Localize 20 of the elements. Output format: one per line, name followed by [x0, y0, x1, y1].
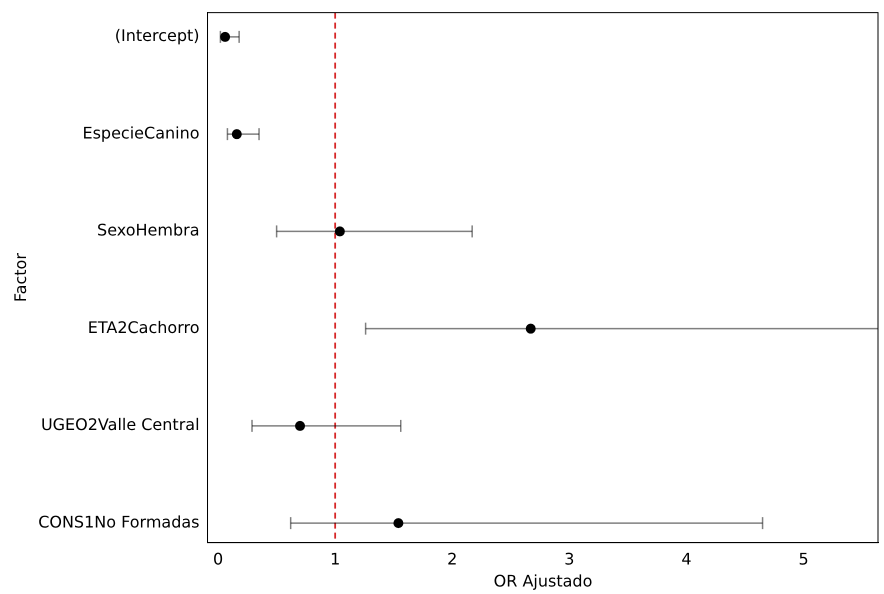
- point: [334, 226, 345, 236]
- point: [295, 420, 306, 431]
- x-tick-label: 1: [330, 549, 340, 568]
- point: [526, 324, 536, 334]
- point: [393, 518, 404, 528]
- point: [232, 129, 242, 140]
- y-tick-label: (Intercept): [114, 26, 200, 46]
- point: [220, 32, 230, 42]
- x-tick-label: 5: [798, 549, 809, 568]
- y-axis-title: Factor: [10, 252, 30, 302]
- y-tick-label: EspecieCanino: [82, 123, 200, 142]
- x-tick-label: 2: [447, 549, 458, 568]
- y-tick-label: ETA2Cachorro: [88, 318, 200, 337]
- y-tick-label: UGEO2Valle Central: [40, 415, 200, 434]
- x-tick-label: 3: [564, 549, 574, 568]
- y-tick-label: CONS1No Formadas: [38, 512, 200, 532]
- x-tick-label: 4: [681, 549, 692, 568]
- y-tick-label: SexoHembra: [97, 220, 200, 240]
- x-tick-label: 0: [212, 549, 224, 568]
- x-axis-title: OR Ajustado: [494, 572, 592, 591]
